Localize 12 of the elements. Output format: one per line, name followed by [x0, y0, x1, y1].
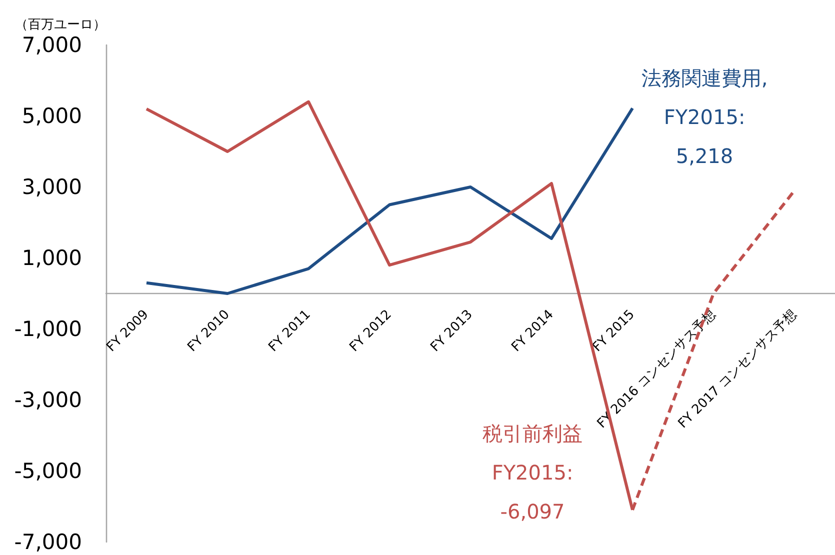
y-tick-label: -3,000: [14, 388, 82, 412]
y-tick-label: 5,000: [22, 104, 82, 128]
y-tick-label: 1,000: [22, 246, 82, 270]
y-tick-label: -1,000: [14, 317, 82, 341]
y-axis-title: （百万ユーロ）: [15, 18, 106, 32]
annotation: 税引前利益 FY2015: -6,097: [482, 421, 582, 524]
y-tick-label: 7,000: [22, 33, 82, 57]
annotation: 法務関連費用, FY2015: 5,218: [641, 66, 768, 168]
line-series: [145, 106, 634, 295]
y-tick-label: 3,000: [22, 175, 82, 199]
y-tick-label: -7,000: [14, 530, 82, 554]
y-tick-label: -5,000: [14, 459, 82, 483]
